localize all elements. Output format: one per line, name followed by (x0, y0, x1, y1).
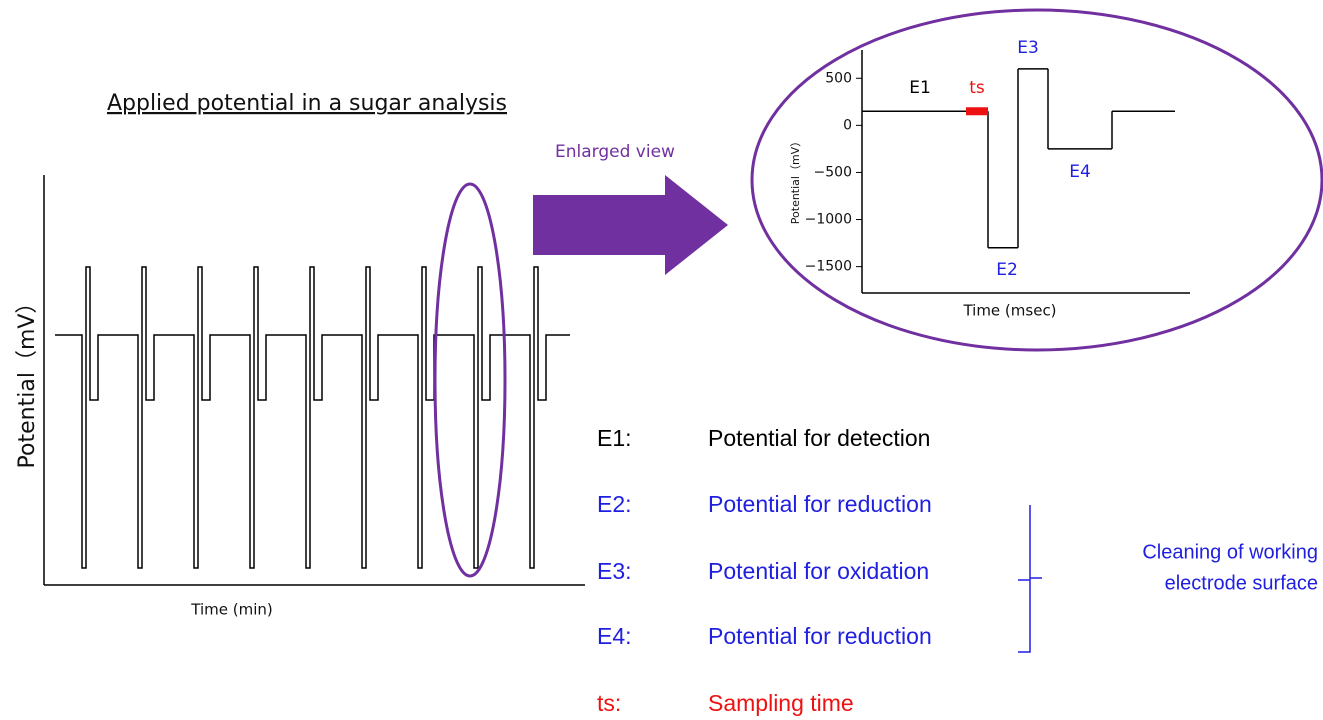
title: Applied potential in a sugar analysis (107, 91, 507, 116)
legend-key: E2: (597, 491, 632, 517)
callout: Enlarged view (555, 142, 675, 162)
y-tick-label: −1000 (805, 212, 852, 228)
bracket (1018, 505, 1042, 653)
legend-key: E1: (597, 425, 632, 451)
y-axis-label: Potential（mV） (15, 292, 40, 469)
legend-key: E4: (597, 623, 632, 649)
legend-text: Potential for detection (708, 425, 930, 451)
arrow (533, 175, 728, 275)
ts-label: ts (969, 78, 985, 98)
zoom-ellipse (750, 8, 1323, 352)
bracket-label: Cleaning of working (1142, 541, 1318, 563)
y-tick-label: −500 (814, 164, 852, 180)
legend-text: Potential for oxidation (708, 558, 929, 584)
level-label: E2 (996, 260, 1018, 280)
highlight-ellipse (433, 182, 507, 578)
legend-key: ts: (597, 690, 621, 716)
inset-x-label: Time (msec) (962, 302, 1056, 320)
waveform (55, 266, 570, 569)
legend-text: Potential for reduction (708, 491, 932, 517)
bracket-label: electrode surface (1165, 572, 1318, 594)
inset-y-label: Potential（mV） (789, 136, 802, 224)
legend-key: E3: (597, 558, 632, 584)
y-tick-label: 0 (843, 117, 852, 133)
y-tick-label: −1500 (805, 259, 852, 275)
level-label: E4 (1069, 162, 1091, 182)
legend-text: Potential for reduction (708, 623, 932, 649)
level-label: E1 (909, 78, 931, 98)
level-label: E3 (1017, 38, 1039, 58)
y-tick-label: 500 (825, 70, 852, 86)
x-axis-label: Time (min) (190, 601, 272, 619)
legend-text: Sampling time (708, 690, 854, 716)
